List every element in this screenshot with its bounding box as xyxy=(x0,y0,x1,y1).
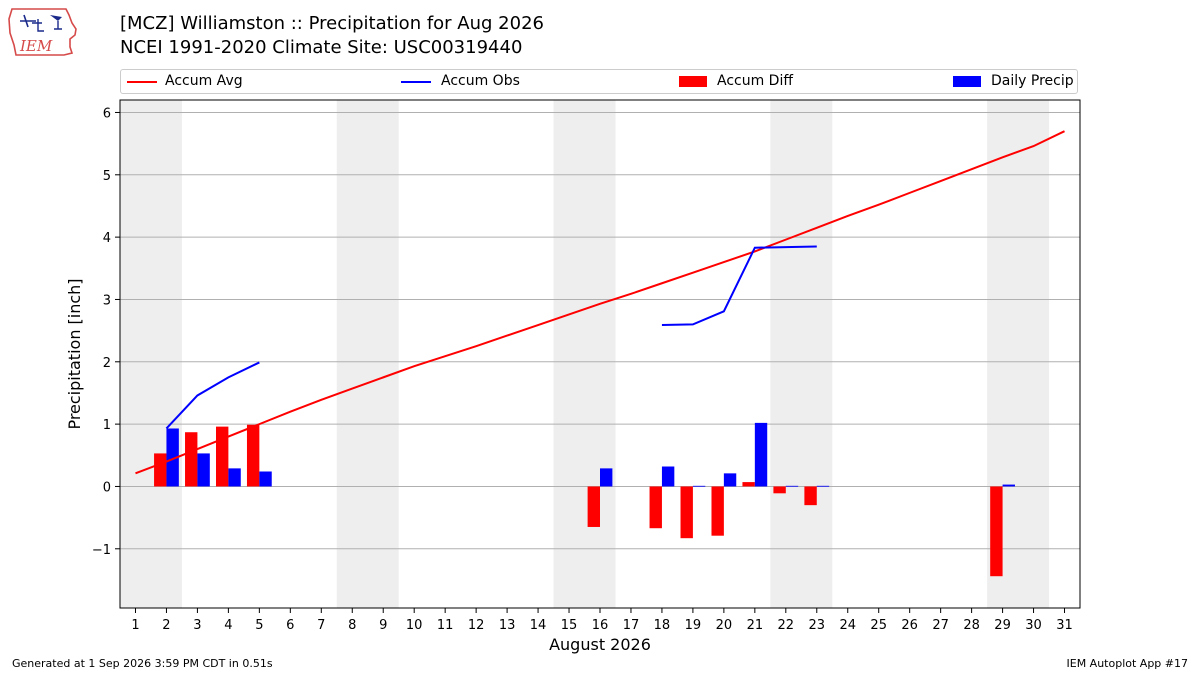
x-tick-label: 13 xyxy=(499,618,516,633)
accum-obs-line xyxy=(661,245,817,327)
precip-bar xyxy=(723,473,737,487)
x-tick-label: 4 xyxy=(224,618,232,633)
x-tick-label: 14 xyxy=(530,618,547,633)
legend-label-accum-avg: Accum Avg xyxy=(165,73,243,89)
x-tick-label: 23 xyxy=(809,618,826,633)
footer-generated: Generated at 1 Sep 2026 3:59 PM CDT in 0… xyxy=(12,657,273,670)
precip-bar xyxy=(228,468,241,487)
x-tick-label: 16 xyxy=(592,618,609,633)
precip-bar xyxy=(754,422,768,487)
legend: Accum Avg Accum Obs Accum Diff Daily Pre… xyxy=(120,69,1078,94)
weekend-band xyxy=(553,100,616,608)
x-tick-label: 22 xyxy=(778,618,795,633)
diff-bar xyxy=(154,453,167,487)
accum-obs-line xyxy=(165,361,260,430)
weekend-band xyxy=(120,100,182,608)
precip-bar xyxy=(816,485,830,487)
precip-bar xyxy=(661,466,675,487)
x-tick-label: 29 xyxy=(994,618,1011,633)
legend-label-daily-precip: Daily Precip xyxy=(991,73,1074,89)
x-tick-label: 28 xyxy=(963,618,980,633)
iem-logo: IEM xyxy=(8,8,77,56)
precip-bar xyxy=(197,453,210,487)
x-axis-label: August 2026 xyxy=(549,635,651,654)
diff-bar xyxy=(990,486,1003,577)
footer-app: IEM Autoplot App #17 xyxy=(1066,657,1189,670)
x-tick-label: 1 xyxy=(131,618,139,633)
chart-title: [MCZ] Williamston :: Precipitation for A… xyxy=(120,13,544,34)
precip-bar xyxy=(166,428,179,487)
x-tick-label: 31 xyxy=(1056,618,1073,633)
y-axis-label: Precipitation [inch] xyxy=(65,278,84,429)
x-tick-label: 25 xyxy=(870,618,887,633)
legend-swatch-daily-precip xyxy=(953,76,981,87)
precip-bar xyxy=(785,485,799,487)
legend-swatch-accum-avg xyxy=(127,81,157,83)
logo-text: IEM xyxy=(19,37,53,55)
precip-bar xyxy=(1002,484,1015,487)
x-tick-label: 19 xyxy=(685,618,702,633)
y-tick-label: 3 xyxy=(103,293,111,308)
precip-bar xyxy=(259,471,272,487)
x-tick-label: 15 xyxy=(561,618,578,633)
precip-bar xyxy=(692,485,706,487)
x-tick-label: 17 xyxy=(623,618,640,633)
weekend-band xyxy=(770,100,833,608)
diff-bar xyxy=(185,432,198,487)
y-tick-label: 6 xyxy=(103,106,111,121)
y-tick-label: 2 xyxy=(103,356,111,371)
x-tick-label: 21 xyxy=(747,618,764,633)
x-tick-label: 30 xyxy=(1025,618,1042,633)
x-tick-label: 27 xyxy=(932,618,949,633)
legend-swatch-accum-diff xyxy=(679,76,707,87)
x-tick-label: 20 xyxy=(716,618,733,633)
x-tick-label: 5 xyxy=(255,618,263,633)
diff-bar xyxy=(742,482,755,487)
diff-bar xyxy=(587,486,600,527)
x-tick-label: 11 xyxy=(437,618,454,633)
x-tick-label: 9 xyxy=(379,618,387,633)
y-tick-label: 0 xyxy=(103,480,111,495)
y-tick-label: 5 xyxy=(103,169,111,184)
diff-bar xyxy=(216,426,229,487)
diff-bar xyxy=(804,486,817,506)
x-tick-label: 10 xyxy=(406,618,423,633)
x-tick-label: 3 xyxy=(193,618,201,633)
x-tick-label: 7 xyxy=(317,618,325,633)
legend-label-accum-obs: Accum Obs xyxy=(441,73,520,89)
precip-bar xyxy=(600,468,613,487)
diff-bar xyxy=(773,486,786,494)
x-tick-label: 2 xyxy=(162,618,170,633)
diff-bar xyxy=(680,486,693,539)
x-tick-label: 6 xyxy=(286,618,294,633)
chart-subtitle: NCEI 1991-2020 Climate Site: USC00319440 xyxy=(120,37,523,58)
legend-swatch-accum-obs xyxy=(401,81,431,83)
x-tick-label: 12 xyxy=(468,618,485,633)
diff-bar xyxy=(649,486,662,529)
diff-bar xyxy=(711,486,724,536)
y-tick-label: −1 xyxy=(92,543,111,558)
x-tick-label: 18 xyxy=(654,618,671,633)
y-tick-label: 4 xyxy=(103,231,111,246)
x-tick-label: 24 xyxy=(839,618,856,633)
x-tick-label: 8 xyxy=(348,618,356,633)
y-tick-label: 1 xyxy=(103,418,111,433)
weekend-band xyxy=(336,100,399,608)
diff-bar xyxy=(246,424,260,487)
legend-label-accum-diff: Accum Diff xyxy=(717,73,794,89)
x-tick-label: 26 xyxy=(901,618,918,633)
accum-avg-line xyxy=(135,130,1065,475)
